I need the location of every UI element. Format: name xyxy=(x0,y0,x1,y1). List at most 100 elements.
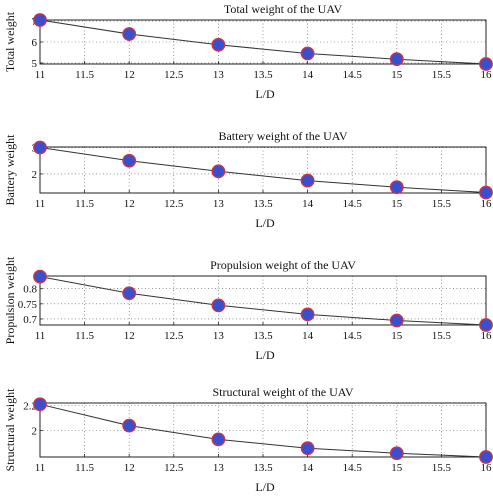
x-tick-label: 12 xyxy=(124,330,135,342)
x-tick-label: 15 xyxy=(391,69,403,81)
x-tick-label: 13 xyxy=(213,330,225,342)
x-tick-label: 13 xyxy=(213,198,225,210)
x-tick-label: 15 xyxy=(391,462,403,474)
data-point xyxy=(33,397,47,412)
y-axis-label: Structural weight xyxy=(3,388,17,472)
data-point xyxy=(33,140,47,155)
x-tick-label: 15.5 xyxy=(432,198,452,210)
x-tick-label: 13 xyxy=(213,462,225,474)
x-tick-label: 14.5 xyxy=(343,462,363,474)
x-tick-label: 12.5 xyxy=(164,462,184,474)
data-point xyxy=(211,432,226,447)
x-tick-label: 14 xyxy=(302,69,314,81)
data-point xyxy=(300,441,315,456)
x-tick-label: 12 xyxy=(124,462,135,474)
data-point xyxy=(211,164,226,179)
data-point xyxy=(389,52,404,67)
chart-panel-4: Structural weight of the UAV 11 11.5 12 12.5… xyxy=(3,385,493,494)
y-axis-label: Total weight xyxy=(3,11,17,72)
x-tick-label: 16 xyxy=(481,69,493,81)
x-tick-label: 11 xyxy=(35,198,46,210)
plot-frame xyxy=(39,19,487,65)
y-tick-label: 0.7 xyxy=(23,314,37,326)
data-point xyxy=(300,307,315,322)
y-tick-label: 5 xyxy=(32,58,38,70)
data-point xyxy=(122,286,137,301)
chart-title: Structural weight of the UAV xyxy=(212,385,353,399)
data-point xyxy=(300,46,315,61)
data-point xyxy=(33,13,47,27)
x-tick-label: 14.5 xyxy=(343,69,363,81)
x-tick-label: 14.5 xyxy=(343,198,363,210)
data-point xyxy=(479,57,493,71)
x-tick-label: 15 xyxy=(391,330,403,342)
x-tick-label: 15.5 xyxy=(432,69,452,81)
x-tick-label: 14 xyxy=(302,462,314,474)
x-tick-label: 14.5 xyxy=(343,330,363,342)
y-tick-label: 2 xyxy=(32,426,38,438)
data-point xyxy=(479,318,493,332)
x-tick-label: 13.5 xyxy=(253,198,273,210)
chart-title: Total weight of the UAV xyxy=(224,2,343,16)
data-point xyxy=(389,180,404,195)
x-tick-label: 15.5 xyxy=(432,462,452,474)
y-axis-label: Battery weight xyxy=(3,134,17,206)
x-tick-label: 12.5 xyxy=(164,330,184,342)
series-line xyxy=(39,19,487,65)
data-point xyxy=(33,269,47,284)
data-point xyxy=(479,450,493,464)
x-tick-label: 11.5 xyxy=(75,198,94,210)
data-point xyxy=(122,418,137,433)
x-tick-label: 15.5 xyxy=(432,330,452,342)
chart-panel-2: Battery weight of the UAV 11 11.5 12 12.5 13 1… xyxy=(3,129,493,230)
x-tick-label: 13.5 xyxy=(253,330,273,342)
x-tick-label: 13 xyxy=(213,69,225,81)
data-point xyxy=(389,313,404,328)
x-axis-label: L/D xyxy=(255,480,275,494)
x-tick-label: 13.5 xyxy=(253,69,273,81)
data-point xyxy=(479,185,493,200)
data-point xyxy=(122,153,137,168)
y-tick-label: 0.8 xyxy=(23,284,37,296)
x-tick-label: 14 xyxy=(302,198,314,210)
plot-frame xyxy=(39,146,487,194)
data-point xyxy=(122,27,137,41)
data-point xyxy=(211,298,226,313)
data-point xyxy=(211,37,226,52)
x-tick-label: 11.5 xyxy=(75,69,94,81)
data-point xyxy=(389,446,404,461)
y-tick-label: 6 xyxy=(32,37,38,49)
data-point xyxy=(300,173,315,188)
plot-frame xyxy=(39,402,487,458)
chart-title: Battery weight of the UAV xyxy=(218,129,347,143)
x-tick-label: 12.5 xyxy=(164,198,184,210)
x-axis-label: L/D xyxy=(255,216,275,230)
x-axis-label: L/D xyxy=(255,348,275,362)
series-line xyxy=(39,276,487,326)
y-tick-label: 2 xyxy=(32,169,38,181)
x-tick-label: 12.5 xyxy=(164,69,184,81)
y-tick-label: 0.75 xyxy=(18,299,38,311)
x-axis-label: L/D xyxy=(255,87,275,101)
chart-panel-1: Total weight of the UAV 11 11.5 12 12.5 13 13.… xyxy=(3,2,493,101)
x-tick-label: 12 xyxy=(124,69,135,81)
chart-title: Propulsion weight of the UAV xyxy=(210,258,356,272)
x-tick-label: 11 xyxy=(35,69,46,81)
x-tick-label: 11.5 xyxy=(75,462,94,474)
x-tick-label: 14 xyxy=(302,330,314,342)
series-line xyxy=(39,147,487,193)
x-tick-label: 16 xyxy=(481,198,493,210)
series-line xyxy=(39,403,487,458)
x-tick-label: 16 xyxy=(481,330,493,342)
plot-frame xyxy=(39,275,487,326)
chart-panel-3: Propulsion weight of the UAV 11 11.5 12 12.5… xyxy=(3,256,493,362)
x-tick-label: 11 xyxy=(35,462,46,474)
x-tick-label: 13.5 xyxy=(253,462,273,474)
x-tick-label: 11.5 xyxy=(75,330,94,342)
x-tick-label: 11 xyxy=(35,330,46,342)
x-tick-label: 15 xyxy=(391,198,403,210)
y-axis-label: Propulsion weight xyxy=(3,256,17,344)
x-tick-label: 16 xyxy=(481,462,493,474)
x-tick-label: 12 xyxy=(124,198,135,210)
